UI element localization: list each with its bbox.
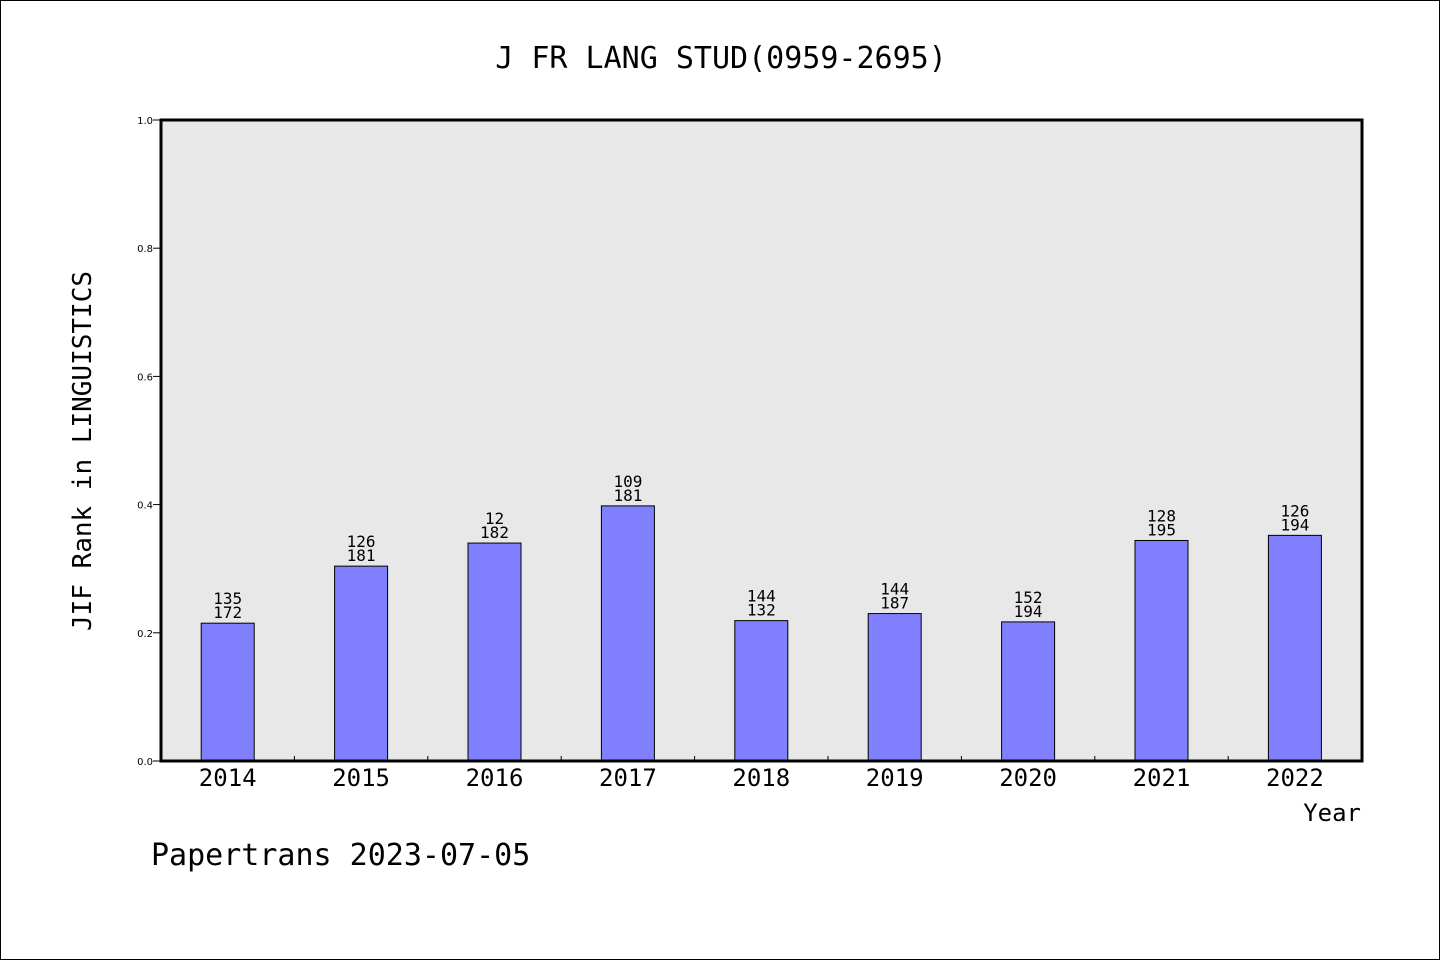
- chart-title: J FR LANG STUD(0959-2695): [495, 41, 947, 76]
- rank-label-2019: 144: [880, 580, 909, 599]
- y-axis-label: JIF Rank in LINGUISTICS: [68, 271, 98, 631]
- bar-2017: [600, 505, 655, 762]
- total-label-2021: 195: [1147, 520, 1176, 539]
- rank-label-2016: 12: [485, 509, 504, 528]
- y-tick-label: 0.0: [137, 757, 153, 768]
- bar-2014: [200, 622, 255, 762]
- bars-group: [200, 505, 1322, 762]
- y-tick-label: 0.8: [137, 244, 153, 255]
- y-tick-label: 0.2: [137, 629, 153, 640]
- bar-2022: [1267, 534, 1322, 762]
- total-label-2020: 194: [1014, 602, 1043, 621]
- x-tick-label-2014: 2014: [199, 764, 257, 792]
- bar-2021: [1134, 539, 1189, 762]
- x-tick-label-2018: 2018: [732, 764, 790, 792]
- x-tick-label-2021: 2021: [1133, 764, 1191, 792]
- total-label-2016: 182: [480, 523, 509, 542]
- footer-credit: Papertrans 2023-07-05: [151, 838, 530, 873]
- y-axis-ticks: 0.0 0.2 0.4 0.6 0.8 1.0: [137, 116, 161, 768]
- x-tick-label-2020: 2020: [999, 764, 1057, 792]
- bar-2019: [867, 613, 922, 762]
- x-tick-label-2017: 2017: [599, 764, 657, 792]
- bar-2018: [734, 620, 789, 762]
- bar-2016: [467, 542, 522, 762]
- total-label-2015: 181: [347, 546, 376, 565]
- x-tick-label-2022: 2022: [1266, 764, 1324, 792]
- plot-border: [159, 118, 1364, 763]
- total-label-2017: 181: [613, 486, 642, 505]
- rank-label-2017: 109: [613, 472, 642, 491]
- rank-label-2022: 126: [1280, 501, 1309, 520]
- y-tick-label: 0.4: [137, 501, 153, 512]
- rank-label-2014: 135: [213, 589, 242, 608]
- y-tick-label: 1.0: [137, 116, 153, 127]
- x-axis-ticks: 2014 2015 2016 2017 2018 2019 2020 2021 2022: [199, 764, 1324, 792]
- total-label-2018: 132: [747, 601, 776, 620]
- bar-2020: [1001, 621, 1056, 762]
- total-label-2022: 194: [1280, 515, 1309, 534]
- x-tick-label-2016: 2016: [466, 764, 524, 792]
- total-label-2019: 187: [880, 594, 909, 613]
- total-label-2014: 172: [213, 603, 242, 622]
- rank-label-2015: 126: [347, 532, 376, 551]
- x-axis-label: Year: [1303, 799, 1361, 827]
- rank-label-2020: 152: [1014, 588, 1043, 607]
- y-tick-label: 0.6: [137, 372, 153, 383]
- bar-2015: [334, 565, 389, 762]
- x-tick-label-2015: 2015: [332, 764, 390, 792]
- rank-label-2021: 128: [1147, 506, 1176, 525]
- rank-label-2018: 144: [747, 587, 776, 606]
- x-tick-label-2019: 2019: [866, 764, 924, 792]
